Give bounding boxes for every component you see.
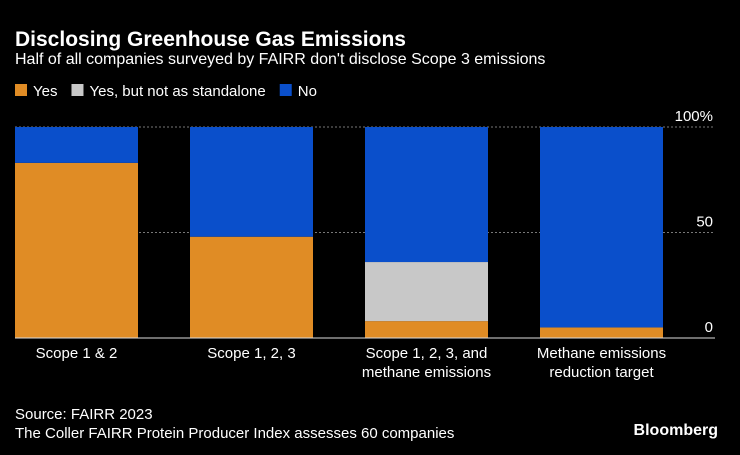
note: The Coller FAIRR Protein Producer Index … bbox=[15, 425, 454, 442]
bar-segment bbox=[365, 127, 488, 263]
legend-swatch bbox=[71, 84, 84, 96]
legend-swatch bbox=[279, 84, 292, 96]
legend-label: No bbox=[298, 83, 317, 100]
source: Source: FAIRR 2023 bbox=[15, 406, 153, 423]
bar-segment bbox=[15, 162, 138, 338]
x-tick-label: Scope 1, 2, 3, and methane emissions bbox=[362, 345, 491, 381]
x-tick-line: Scope 1, 2, 3, and bbox=[366, 345, 488, 362]
x-tick-label: Scope 1, 2, 3 bbox=[207, 345, 295, 362]
x-tick-label: Methane emissions reduction target bbox=[537, 345, 666, 381]
y-tick-label: 0 bbox=[705, 319, 713, 336]
bar-segment bbox=[190, 127, 313, 237]
bar-segment bbox=[540, 327, 663, 338]
bar-segment bbox=[365, 262, 488, 322]
x-tick-line: Scope 1 & 2 bbox=[36, 345, 118, 362]
bar-segment bbox=[540, 127, 663, 328]
legend-swatch bbox=[15, 84, 27, 96]
x-tick-line: Scope 1, 2, 3 bbox=[207, 345, 295, 362]
chart-subtitle: Half of all companies surveyed by FAIRR … bbox=[15, 51, 545, 68]
legend-label: Yes, but not as standalone bbox=[89, 83, 265, 100]
x-tick-label: Scope 1 & 2 bbox=[36, 345, 118, 362]
y-tick-label: 100% bbox=[675, 108, 713, 125]
x-tick-line: Methane emissions bbox=[537, 345, 666, 362]
bar-segment bbox=[190, 236, 313, 338]
bar-segment bbox=[365, 321, 488, 338]
x-tick-line: methane emissions bbox=[362, 364, 491, 381]
bar-segment bbox=[15, 127, 138, 163]
x-tick-line: reduction target bbox=[549, 364, 654, 381]
legend-label: Yes bbox=[33, 83, 57, 100]
credit: Bloomberg bbox=[634, 422, 718, 439]
y-tick-label: 50 bbox=[696, 214, 713, 231]
chart-title: Disclosing Greenhouse Gas Emissions bbox=[15, 28, 406, 51]
